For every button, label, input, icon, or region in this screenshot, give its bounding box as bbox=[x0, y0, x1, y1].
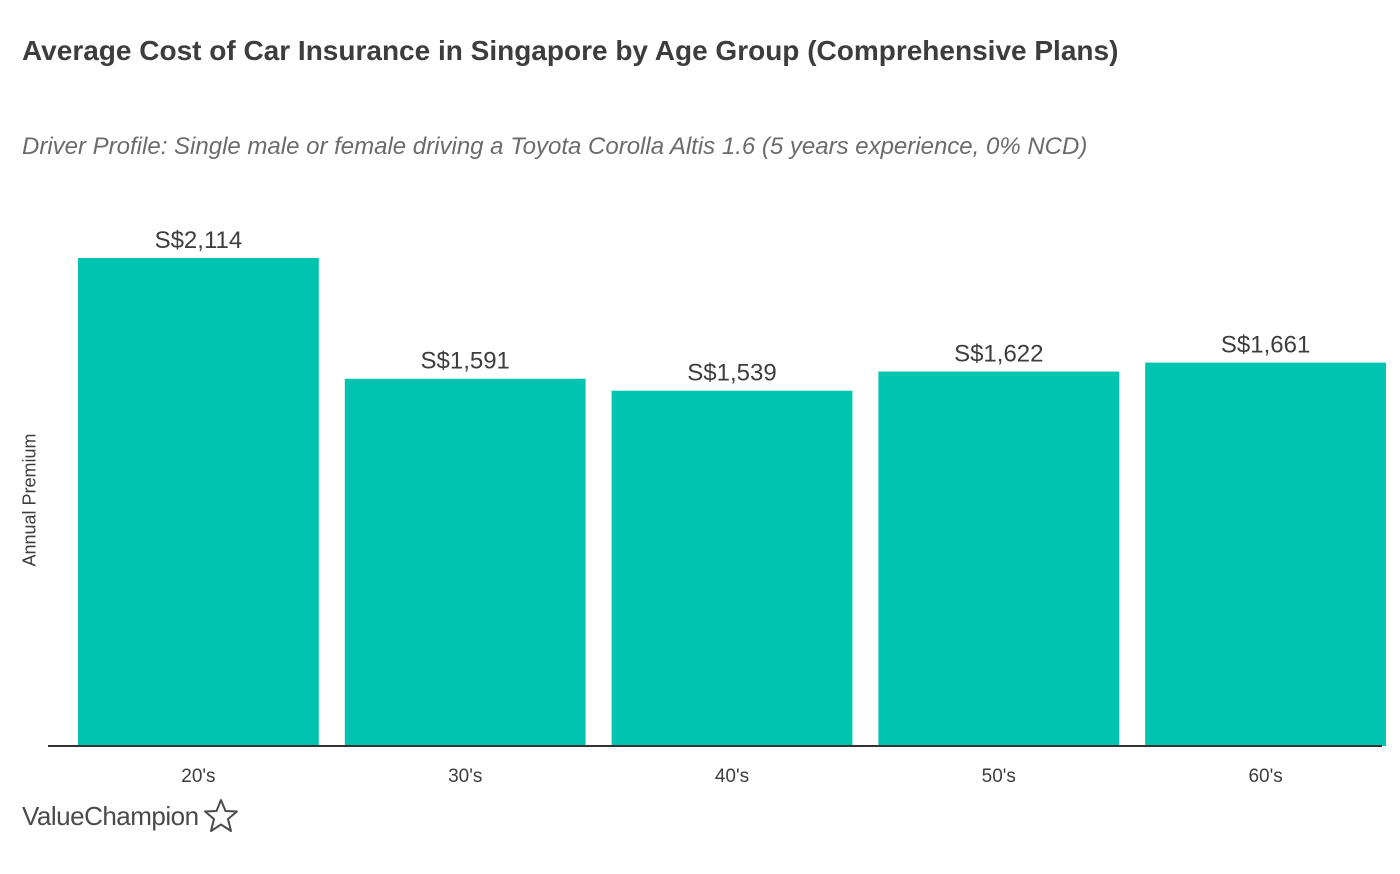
brand-logo: ValueChampion bbox=[22, 798, 239, 834]
x-tick-label-3: 50's bbox=[982, 766, 1016, 787]
star-icon bbox=[203, 799, 238, 832]
bar-1 bbox=[344, 378, 586, 746]
bars-group bbox=[78, 258, 1386, 746]
data-label-1: S$1,591 bbox=[420, 348, 509, 375]
x-tick-labels-group: 20's 30's 40's 50's 60's bbox=[181, 766, 1282, 787]
bar-0 bbox=[78, 258, 319, 746]
data-label-2: S$1,539 bbox=[687, 360, 776, 387]
x-tick-label-1: 30's bbox=[448, 766, 482, 787]
chart-title: Average Cost of Car Insurance in Singapo… bbox=[22, 35, 1119, 66]
x-tick-label-2: 40's bbox=[715, 766, 749, 787]
x-tick-label-0: 20's bbox=[181, 766, 215, 787]
brand-name: ValueChampion bbox=[22, 800, 199, 831]
x-tick-label-4: 60's bbox=[1248, 766, 1282, 787]
bar-4 bbox=[1145, 362, 1386, 746]
bar-2 bbox=[611, 390, 853, 746]
data-label-3: S$1,622 bbox=[954, 341, 1043, 368]
bar-3 bbox=[878, 371, 1120, 746]
data-label-4: S$1,661 bbox=[1221, 332, 1310, 359]
data-label-0: S$2,114 bbox=[155, 227, 243, 254]
y-axis-label: Annual Premium bbox=[19, 433, 40, 567]
chart-subtitle: Driver Profile: Single male or female dr… bbox=[22, 133, 1088, 160]
data-labels-group: S$2,114 S$1,591 S$1,539 S$1,622 S$1,661 bbox=[155, 227, 1311, 387]
